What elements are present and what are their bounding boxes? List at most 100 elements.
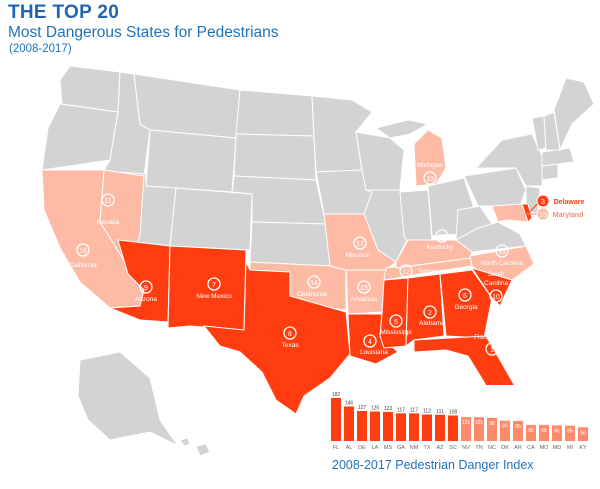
marker-missouri: 17 Missouri	[346, 236, 370, 259]
state-label: Missouri	[346, 252, 370, 259]
state-label: Oklahoma	[297, 291, 327, 298]
marker-kentucky: 20 Kentucky	[427, 229, 454, 251]
bar-md	[552, 425, 562, 441]
rank-number: 18	[539, 212, 547, 219]
date-range: (2008-2017)	[9, 43, 72, 55]
state-label: Louisiana	[360, 349, 388, 356]
state-label: New Mexico	[196, 293, 232, 300]
bar-value-label: 146	[345, 401, 354, 407]
bar-tn	[474, 417, 484, 441]
map-tier1-states	[109, 203, 533, 415]
state-label: Florida	[474, 334, 494, 341]
rank-number: 8	[288, 331, 292, 338]
rank-number: 17	[356, 241, 364, 248]
bar-value-label: 101	[462, 420, 471, 426]
bar-category-label: GA	[397, 445, 405, 451]
bar-value-label: 68	[541, 428, 547, 434]
bar-value-label: 111	[436, 409, 444, 415]
chart-category-labels: FL AL DE LA MS GA NM TX AZ SC NV TN NC OK AR CA MO MD MI KY	[333, 445, 587, 451]
map-markers: 9 Arizona 7 New Mexico 8 Texas 4 Louisia…	[69, 162, 584, 356]
marker-arizona: 9 Arizona	[135, 280, 157, 303]
marker-louisiana: 4 Louisiana	[360, 334, 388, 356]
bar-value-label: 112	[423, 409, 431, 415]
chart-bars	[331, 398, 588, 441]
bar-category-label: TX	[423, 445, 430, 451]
state-delaware	[521, 203, 533, 223]
bar-value-label: 108	[449, 409, 458, 415]
state-label: Arkansas	[350, 296, 378, 303]
marker-texas: 8 Texas	[282, 326, 299, 349]
state-label: California	[69, 262, 97, 269]
rank-number: 11	[104, 198, 111, 205]
bar-category-label: MD	[553, 445, 562, 451]
bar-category-label: CA	[527, 445, 535, 451]
bar-category-label: AZ	[436, 445, 444, 451]
bar-sc	[448, 415, 458, 441]
bar-value-label: 98	[489, 421, 495, 427]
marker-north-carolina: 13 North Carolina	[481, 244, 523, 267]
bar-value-label: 66	[554, 428, 560, 434]
bar-category-label: MO	[540, 445, 550, 451]
state-pennsylvania	[463, 167, 527, 207]
state-label: Georgia	[454, 304, 478, 311]
marker-maryland: 18 Maryland	[524, 207, 583, 221]
marker-delaware: 3 Delaware	[529, 194, 584, 213]
bar-la	[370, 411, 380, 441]
bar-category-label: SC	[449, 445, 457, 451]
rank-number: 19	[426, 176, 434, 183]
state-label: North Carolina	[481, 260, 523, 267]
bar-nm	[409, 413, 419, 441]
bar-tx	[422, 414, 432, 441]
bar-value-label: 101	[475, 420, 484, 426]
bar-nc	[487, 417, 497, 441]
bar-value-label: 125	[371, 405, 380, 411]
rank-number: 3	[541, 199, 545, 206]
rank-number: 4	[368, 339, 372, 346]
bar-category-label: OK	[501, 445, 509, 451]
bar-category-label: AR	[514, 445, 522, 451]
state-label: South	[488, 271, 505, 278]
rank-number: 15	[360, 285, 368, 292]
bar-category-label: LA	[372, 445, 379, 451]
bar-value-label: 117	[410, 407, 418, 413]
bar-nv	[461, 417, 471, 441]
bar-ca	[526, 424, 536, 441]
bar-category-label: TN	[475, 445, 482, 451]
rank-number: 2	[428, 310, 432, 317]
state-label: Michigan	[417, 162, 443, 169]
marker-south-carolina: 10 South Carolina	[484, 271, 509, 303]
state-connecticut	[541, 163, 559, 181]
state-label: Tennessee	[417, 268, 449, 275]
state-colorado	[169, 187, 253, 251]
bar-fl	[331, 398, 341, 441]
bar-mo	[539, 424, 549, 441]
bar-category-label: NV	[462, 445, 470, 451]
state-maryland	[491, 203, 529, 223]
state-hawaii	[179, 437, 211, 457]
marker-tennessee: 12 Tennessee	[399, 264, 449, 278]
bar-value-label: 65	[567, 429, 573, 435]
bar-value-label: 85	[515, 424, 521, 430]
rank-number: 12	[402, 269, 410, 276]
rank-number: 13	[498, 249, 506, 256]
map-background-states	[41, 65, 595, 457]
bar-category-label: MI	[567, 445, 574, 451]
rank-number: 1	[490, 347, 494, 354]
marker-nevada: 11 Nevada	[97, 193, 120, 226]
state-missouri	[323, 213, 397, 271]
rank-number: 9	[144, 285, 148, 292]
state-label: Carolina	[484, 280, 509, 287]
bar-value-label: 127	[358, 405, 367, 411]
map-title: THE TOP 20	[8, 2, 120, 23]
state-kentucky	[395, 239, 473, 269]
marker-florida: 1 Florida	[474, 334, 499, 356]
bar-ky	[578, 427, 588, 441]
marker-alabama: 2 Alabama	[419, 305, 445, 327]
bar-category-label: KY	[579, 445, 587, 451]
rank-number: 16	[79, 248, 87, 255]
rank-number: 5	[394, 319, 398, 326]
marker-mississippi: 5 Mississippi	[380, 314, 412, 336]
chart-title: 2008-2017 Pedestrian Danger Index	[332, 458, 534, 472]
